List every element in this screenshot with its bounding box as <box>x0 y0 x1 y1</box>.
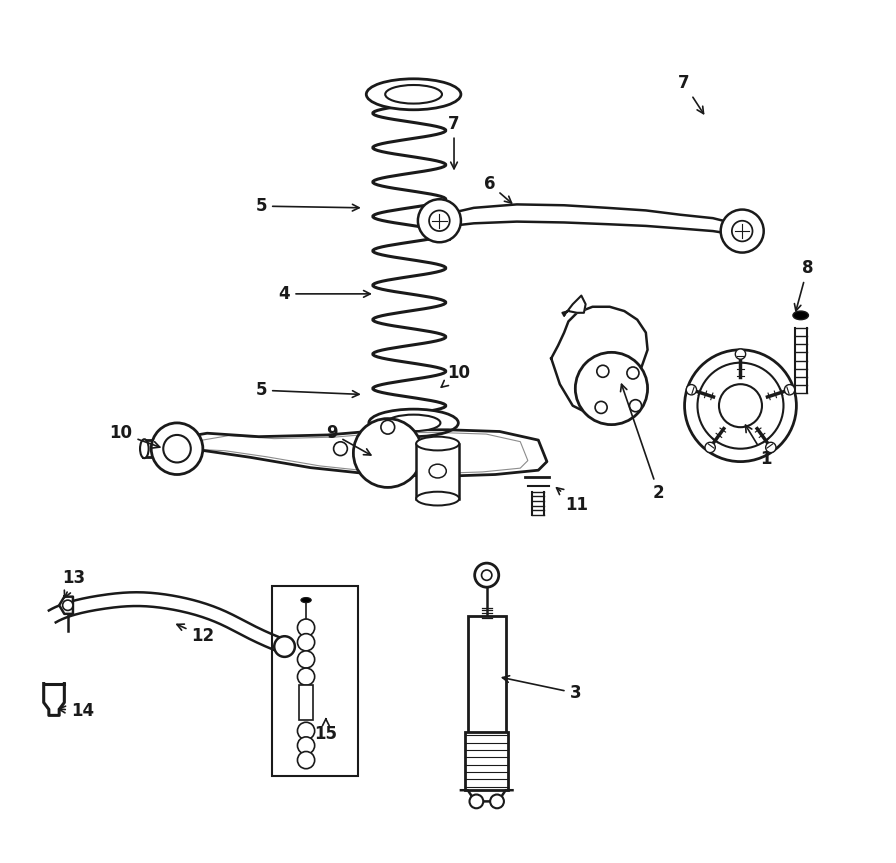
Polygon shape <box>168 430 547 476</box>
Circle shape <box>705 443 715 452</box>
Circle shape <box>297 668 314 685</box>
Text: 12: 12 <box>177 624 214 646</box>
Circle shape <box>630 400 642 412</box>
Text: 15: 15 <box>314 719 338 743</box>
Circle shape <box>595 401 607 413</box>
Text: 3: 3 <box>503 676 582 702</box>
Circle shape <box>297 619 314 636</box>
Circle shape <box>297 752 314 769</box>
Text: 4: 4 <box>279 285 370 303</box>
Circle shape <box>297 633 314 651</box>
Text: 11: 11 <box>556 488 589 513</box>
Circle shape <box>697 362 783 449</box>
Circle shape <box>475 564 499 587</box>
Circle shape <box>163 435 191 463</box>
Circle shape <box>481 570 492 580</box>
Bar <box>271 586 358 776</box>
Bar <box>429 202 450 240</box>
Circle shape <box>151 423 202 475</box>
Circle shape <box>445 442 459 456</box>
Circle shape <box>63 600 73 610</box>
Circle shape <box>297 722 314 740</box>
Circle shape <box>575 352 648 425</box>
Text: 7: 7 <box>678 74 703 114</box>
Text: 1: 1 <box>745 425 772 468</box>
Ellipse shape <box>387 414 441 432</box>
Polygon shape <box>551 306 648 419</box>
Text: 2: 2 <box>621 384 665 502</box>
Bar <box>468 616 505 737</box>
Circle shape <box>597 365 609 377</box>
Circle shape <box>418 199 461 243</box>
Text: 9: 9 <box>326 425 371 455</box>
Bar <box>465 732 508 791</box>
Polygon shape <box>563 296 586 315</box>
Circle shape <box>333 442 348 456</box>
Circle shape <box>736 349 745 359</box>
Ellipse shape <box>793 311 808 319</box>
Polygon shape <box>59 596 73 614</box>
Circle shape <box>297 651 314 668</box>
Bar <box>416 444 459 499</box>
Circle shape <box>784 385 795 395</box>
Text: 6: 6 <box>484 174 512 203</box>
Text: 10: 10 <box>441 364 470 387</box>
Circle shape <box>490 795 504 809</box>
Ellipse shape <box>385 85 442 104</box>
Text: 14: 14 <box>58 702 94 720</box>
Ellipse shape <box>416 437 459 450</box>
Ellipse shape <box>416 492 459 506</box>
Circle shape <box>274 636 295 657</box>
Text: 8: 8 <box>795 259 814 311</box>
Circle shape <box>685 350 797 462</box>
Text: 13: 13 <box>62 569 85 597</box>
Ellipse shape <box>301 597 311 602</box>
Circle shape <box>766 443 776 452</box>
Circle shape <box>297 737 314 754</box>
Circle shape <box>627 367 639 379</box>
Ellipse shape <box>369 409 459 437</box>
Circle shape <box>381 420 394 434</box>
Text: 7: 7 <box>448 115 460 169</box>
Text: 10: 10 <box>109 425 159 448</box>
Polygon shape <box>444 205 740 236</box>
Ellipse shape <box>366 79 461 110</box>
Circle shape <box>719 384 762 427</box>
Circle shape <box>720 210 763 253</box>
Circle shape <box>686 385 696 395</box>
Bar <box>299 685 313 720</box>
Circle shape <box>470 795 483 809</box>
Circle shape <box>353 419 422 488</box>
Ellipse shape <box>140 439 149 458</box>
Text: 5: 5 <box>255 381 359 400</box>
Text: 5: 5 <box>255 197 359 215</box>
